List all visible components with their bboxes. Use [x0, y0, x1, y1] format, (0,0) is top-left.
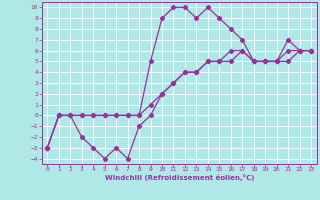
X-axis label: Windchill (Refroidissement éolien,°C): Windchill (Refroidissement éolien,°C) — [105, 174, 254, 181]
